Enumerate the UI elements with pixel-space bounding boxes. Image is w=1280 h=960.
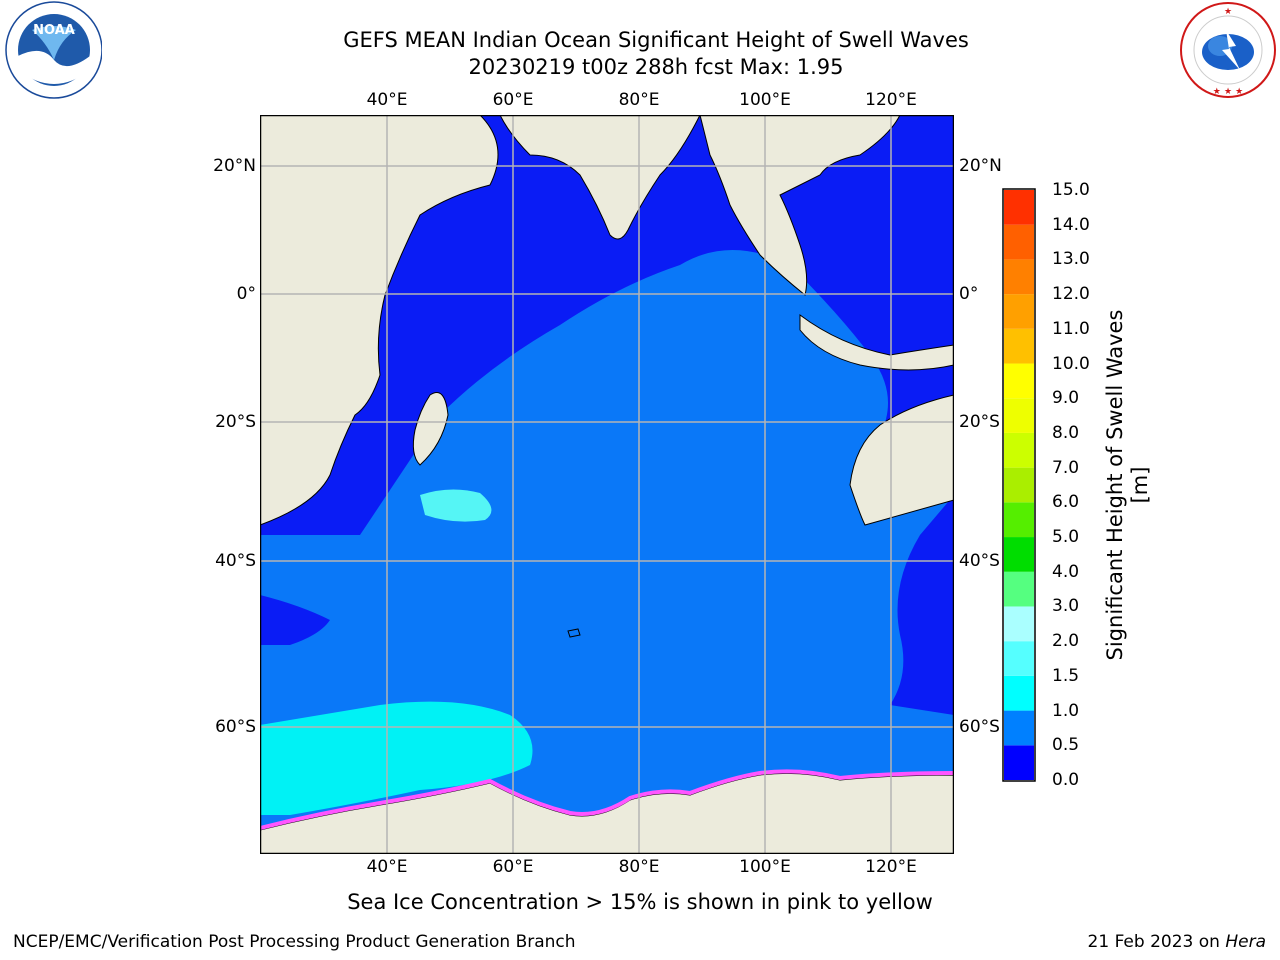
svg-text:★ ★ ★: ★ ★ ★ — [1213, 87, 1243, 97]
swell-zone-southwest — [260, 595, 330, 645]
colorbar-segment — [1004, 571, 1034, 607]
colorbar-tick-label: 0.0 — [1052, 770, 1080, 790]
lat-tick-left: 20°N — [213, 156, 256, 176]
colorbar-tick-label: 15.0 — [1052, 180, 1090, 200]
colorbar-tick-label: 5.0 — [1052, 527, 1080, 548]
swell-zone-cyan — [260, 701, 533, 815]
lon-tick-top: 40°E — [366, 90, 408, 110]
colorbar-tick-label: 12.0 — [1052, 284, 1090, 305]
colorbar-tick-label: 6.0 — [1052, 492, 1080, 513]
map-frame — [260, 115, 954, 854]
colorbar-segment — [1004, 363, 1034, 399]
svg-text:NOAA: NOAA — [33, 23, 75, 38]
map-subtitle: 20230219 t00z 288h fcst Max: 1.95 — [468, 55, 844, 79]
lon-tick-bottom: 60°E — [492, 857, 534, 877]
colorbar-title: Significant Height of Swell Waves [m] — [1103, 309, 1152, 661]
credit-host: Hera — [1225, 932, 1266, 952]
swell-zone-light-cyan — [420, 489, 492, 522]
colorbar-tick-label: 11.0 — [1052, 318, 1090, 339]
colorbar-tick-label: 13.0 — [1052, 249, 1090, 270]
colorbar-tick-label: 2.0 — [1052, 631, 1080, 652]
lon-tick-top: 60°E — [492, 90, 534, 110]
land-australia — [849, 394, 954, 526]
colorbar-tick-label: 7.0 — [1052, 457, 1080, 478]
land-india — [499, 115, 701, 240]
colorbar-segment — [1004, 641, 1034, 676]
land-southeast-asia — [699, 115, 901, 296]
land-sumatra-borneo — [799, 314, 954, 371]
colorbar-tick-label: 9.0 — [1052, 388, 1080, 409]
colorbar-segment — [1004, 675, 1034, 711]
map — [260, 115, 954, 854]
colorbar-tick-label: 4.0 — [1052, 561, 1080, 582]
colorbar-tick-label: 8.0 — [1052, 422, 1080, 443]
lat-tick-right: 0° — [959, 284, 979, 304]
colorbar — [1002, 188, 1036, 782]
credit-date: 21 Feb 2023 on — [1087, 932, 1226, 952]
credit-left: NCEP/EMC/Verification Post Processing Pr… — [13, 932, 576, 952]
colorbar-tick-label: 14.0 — [1052, 214, 1090, 235]
lat-tick-left: 60°S — [215, 717, 256, 737]
lat-tick-left: 40°S — [215, 551, 256, 571]
sea-ice-band — [260, 769, 954, 830]
colorbar-frame — [1002, 188, 1036, 782]
lat-tick-right: 40°S — [959, 551, 1000, 571]
lon-tick-bottom: 80°E — [618, 857, 660, 877]
colorbar-segment — [1004, 745, 1034, 780]
lat-tick-right: 20°S — [959, 412, 1000, 432]
credit-right: 21 Feb 2023 on Hera — [1088, 932, 1266, 952]
colorbar-tick-label: 3.0 — [1052, 596, 1080, 617]
lat-tick-right: 20°N — [959, 156, 1002, 176]
lon-tick-top: 80°E — [618, 90, 660, 110]
colorbar-tick-label: 0.5 — [1052, 735, 1080, 756]
map-grid — [260, 115, 954, 854]
colorbar-segment — [1004, 328, 1034, 364]
noaa-logo: NOAA — [5, 1, 102, 99]
colorbar-tick-label: 1.5 — [1052, 665, 1080, 686]
colorbar-segment — [1004, 467, 1034, 503]
lon-tick-top: 100°E — [739, 90, 791, 110]
lon-tick-bottom: 40°E — [366, 857, 408, 877]
colorbar-segment — [1004, 224, 1034, 260]
lat-tick-left: 0° — [236, 284, 256, 304]
swell-zone-east — [890, 495, 954, 715]
lat-tick-left: 20°S — [215, 412, 256, 432]
colorbar-segment — [1004, 294, 1034, 329]
colorbar-segment — [1004, 190, 1034, 225]
colorbar-tick-label: 10.0 — [1052, 353, 1090, 374]
colorbar-segment — [1004, 710, 1034, 746]
colorbar-segment — [1004, 502, 1034, 538]
lat-tick-right: 60°S — [959, 717, 1000, 737]
lon-tick-top: 120°E — [865, 90, 917, 110]
sea-ice-note: Sea Ice Concentration > 15% is shown in … — [347, 890, 933, 914]
nws-logo: ★ ★ ★ ★ — [1180, 2, 1276, 98]
colorbar-segment — [1004, 398, 1034, 433]
colorbar-tick-label: 1.0 — [1052, 700, 1080, 721]
colorbar-segment — [1004, 606, 1034, 642]
svg-text:★: ★ — [1224, 7, 1232, 17]
lon-tick-bottom: 120°E — [865, 857, 917, 877]
lon-tick-bottom: 100°E — [739, 857, 791, 877]
map-title: GEFS MEAN Indian Ocean Significant Heigh… — [343, 28, 969, 52]
colorbar-segment — [1004, 537, 1034, 572]
colorbar-segment — [1004, 432, 1034, 468]
island-kerguelen — [567, 628, 581, 638]
colorbar-segment — [1004, 259, 1034, 295]
land-madagascar — [412, 392, 449, 466]
